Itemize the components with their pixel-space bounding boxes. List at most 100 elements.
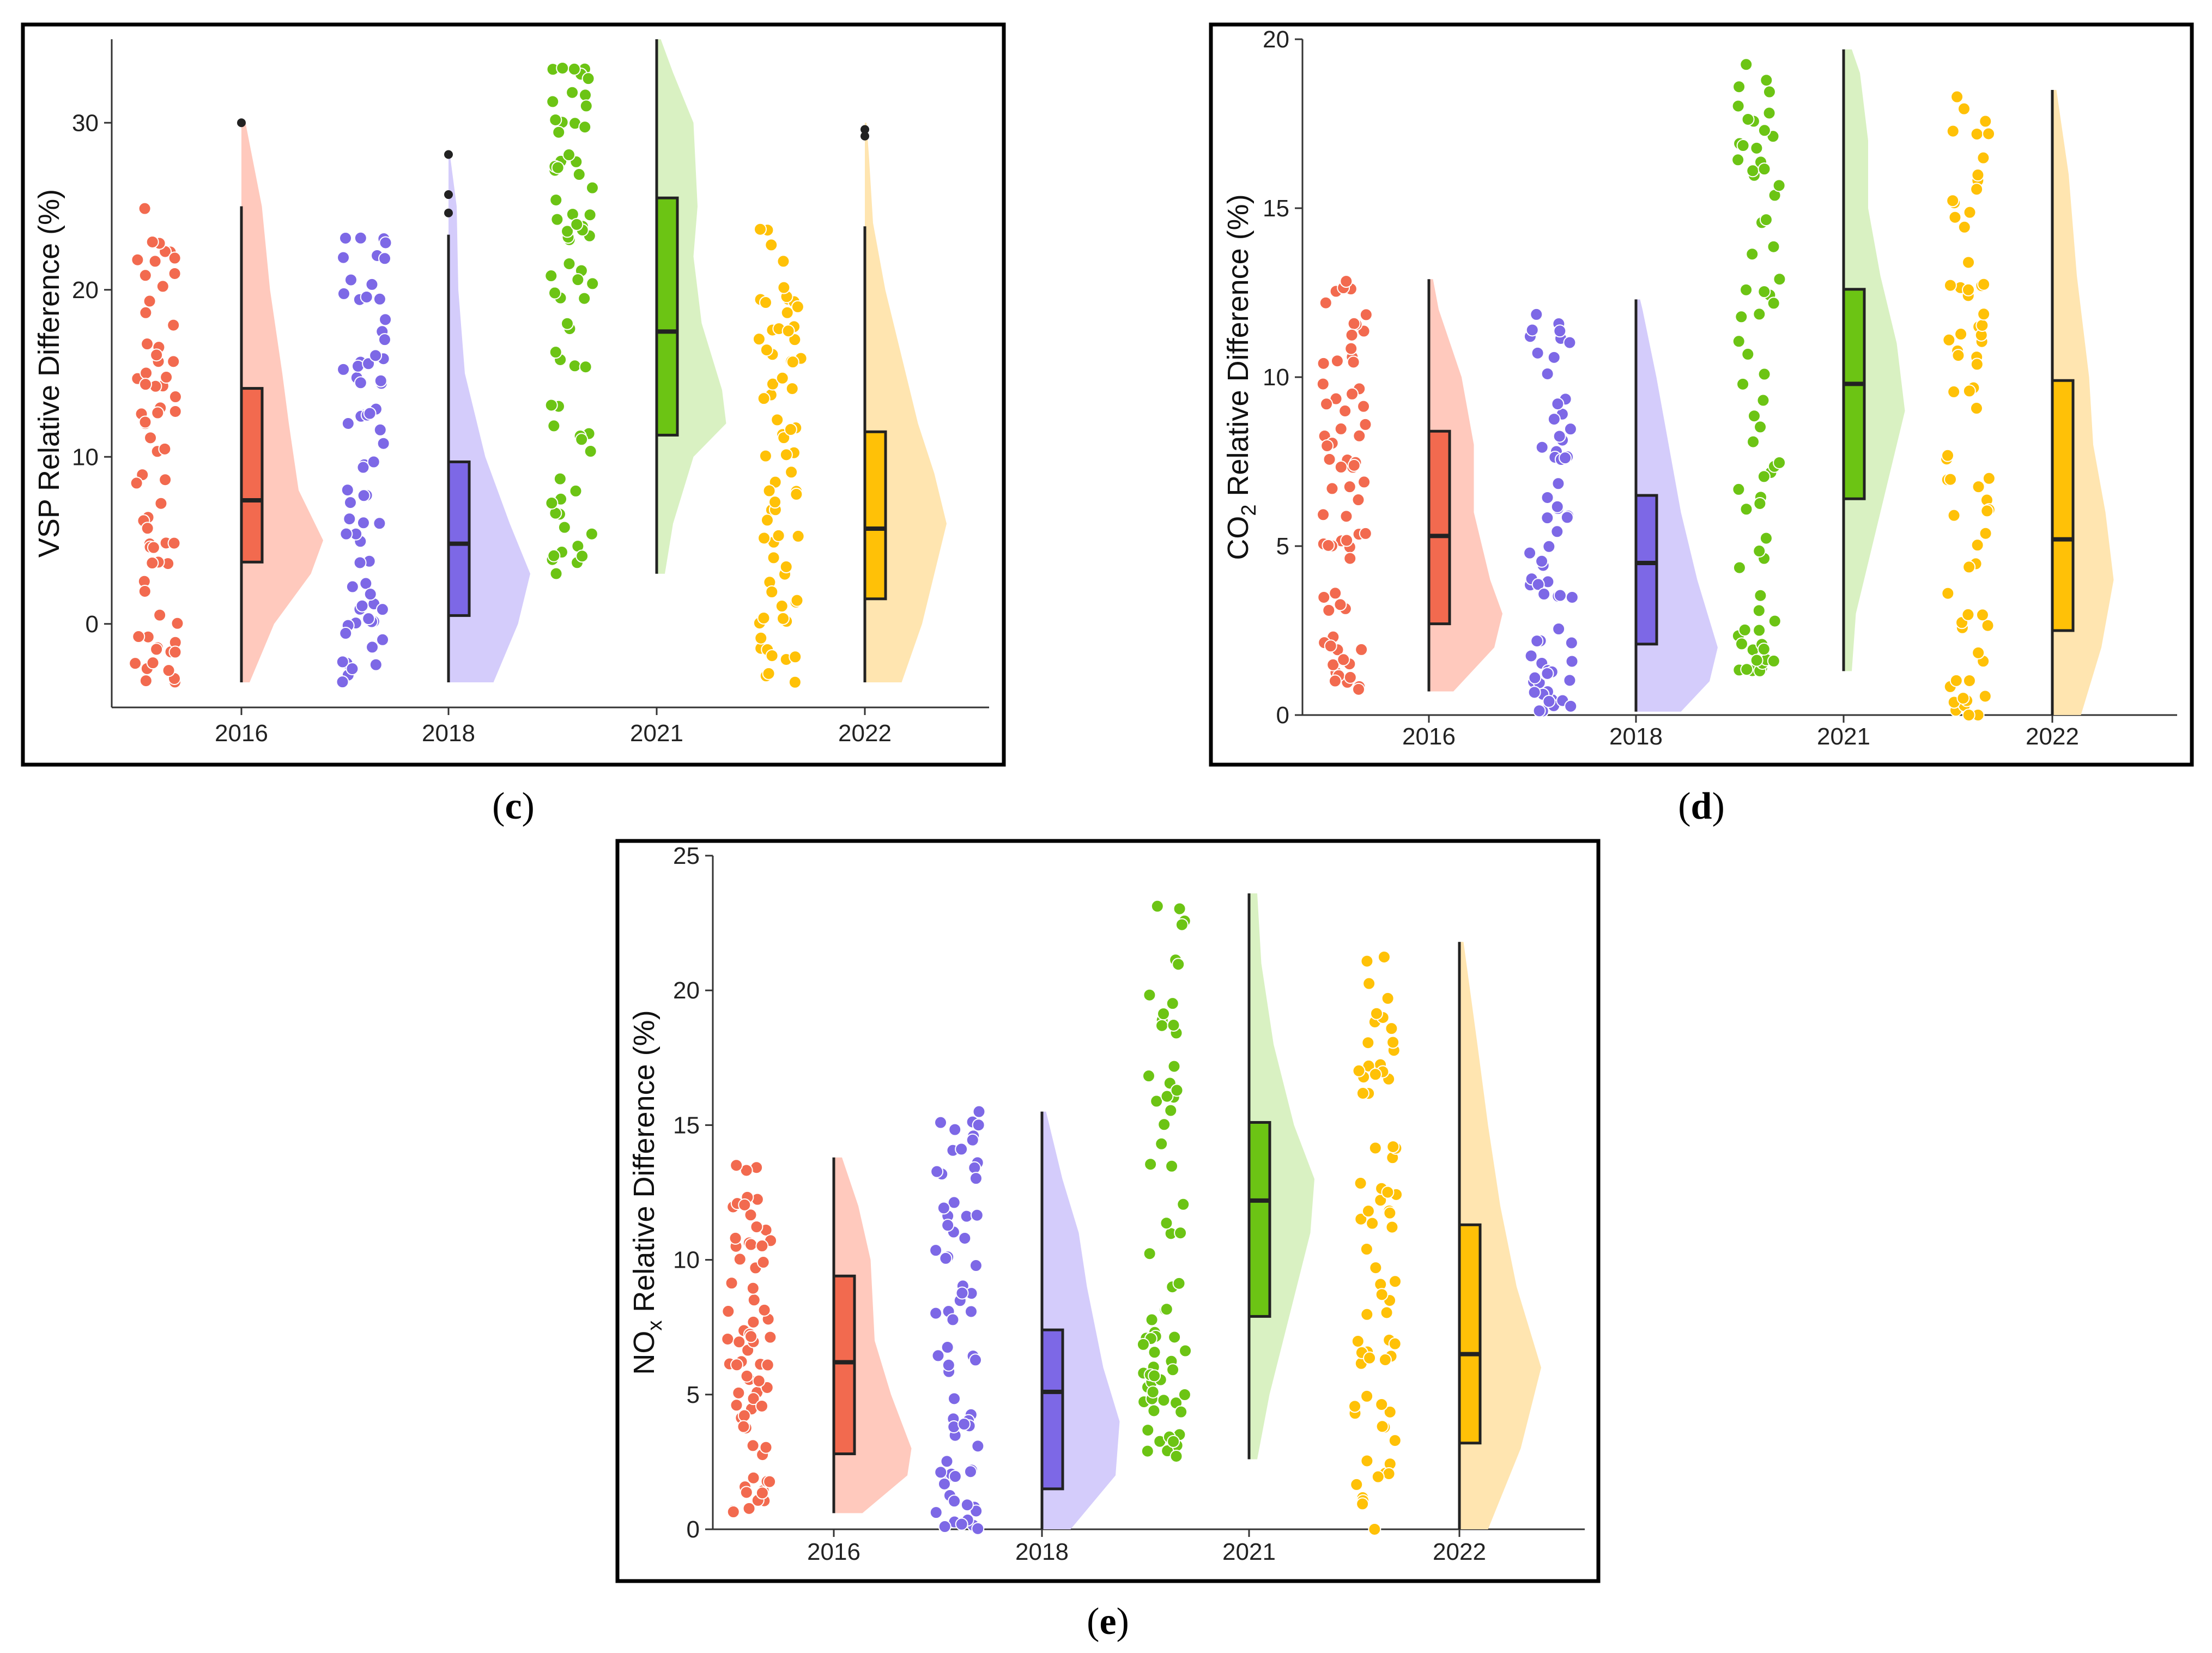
x-tick-label: 2018 bbox=[1609, 723, 1663, 750]
data-point bbox=[730, 1398, 743, 1412]
data-point bbox=[557, 520, 571, 534]
series-2022: 2022 bbox=[752, 123, 947, 747]
data-point bbox=[1375, 1288, 1389, 1301]
data-point bbox=[1952, 349, 1965, 362]
data-point bbox=[1954, 328, 1968, 341]
data-point bbox=[759, 449, 772, 463]
data-point bbox=[168, 390, 182, 404]
data-point bbox=[1334, 460, 1348, 474]
data-point bbox=[777, 281, 791, 294]
data-point bbox=[757, 392, 771, 405]
data-point bbox=[1746, 247, 1759, 261]
data-point bbox=[544, 398, 558, 412]
data-point bbox=[138, 202, 151, 215]
data-point bbox=[167, 355, 180, 368]
data-point bbox=[1147, 1404, 1161, 1418]
data-point bbox=[1978, 689, 1992, 703]
data-point bbox=[968, 1353, 982, 1367]
data-point bbox=[1164, 1104, 1178, 1117]
data-point bbox=[1146, 1385, 1160, 1399]
outlier-point bbox=[860, 131, 869, 141]
data-point bbox=[1360, 1243, 1373, 1256]
data-point bbox=[1167, 1059, 1181, 1073]
data-point bbox=[583, 208, 597, 222]
data-point bbox=[363, 588, 377, 601]
data-point bbox=[162, 664, 175, 677]
y-tick-label: 0 bbox=[1276, 702, 1289, 729]
data-point bbox=[1731, 99, 1745, 113]
box-iqr bbox=[1040, 1328, 1064, 1491]
data-point bbox=[1148, 1346, 1161, 1359]
series-2016: 2016 bbox=[129, 118, 323, 747]
box-iqr bbox=[655, 196, 679, 437]
data-point bbox=[1352, 1064, 1366, 1077]
data-point bbox=[1563, 336, 1577, 349]
data-point bbox=[750, 1220, 763, 1234]
data-point bbox=[378, 333, 391, 347]
box-iqr bbox=[1427, 429, 1451, 626]
data-point bbox=[1352, 493, 1365, 507]
data-point bbox=[356, 516, 370, 530]
data-point bbox=[791, 529, 805, 543]
data-point bbox=[356, 461, 370, 474]
data-point bbox=[1560, 511, 1574, 524]
chart-e-plot: 0 5 10 15 20 25 NOx Relative Difference (%) 201… bbox=[628, 843, 1585, 1565]
data-point bbox=[964, 1305, 978, 1318]
x-tick-label: 2018 bbox=[422, 720, 475, 747]
data-point bbox=[1319, 296, 1332, 310]
data-point bbox=[1977, 151, 1990, 165]
data-point bbox=[1970, 358, 1984, 371]
data-point bbox=[139, 674, 153, 688]
data-point bbox=[377, 437, 390, 450]
data-point bbox=[746, 1281, 760, 1295]
data-point bbox=[373, 517, 386, 530]
data-point bbox=[785, 465, 798, 479]
data-point bbox=[167, 318, 180, 332]
data-point bbox=[585, 527, 598, 541]
data-point bbox=[1383, 1206, 1397, 1220]
data-point bbox=[1747, 435, 1760, 449]
data-point bbox=[1944, 473, 1958, 486]
data-point bbox=[760, 513, 774, 527]
data-point bbox=[1947, 508, 1961, 522]
data-point bbox=[1155, 1137, 1168, 1151]
data-point bbox=[1547, 413, 1561, 426]
data-point bbox=[1385, 1022, 1398, 1036]
data-point bbox=[1759, 531, 1773, 545]
data-point bbox=[337, 362, 350, 376]
data-point bbox=[1328, 674, 1342, 688]
box-iqr bbox=[1458, 1223, 1482, 1445]
data-point bbox=[154, 496, 168, 510]
data-point bbox=[1736, 139, 1750, 153]
panel-c: 0 10 20 30 VSP Relative Difference (%) 2016 20… bbox=[21, 22, 1006, 827]
data-point bbox=[153, 608, 167, 622]
data-point bbox=[755, 1399, 769, 1413]
data-point bbox=[1551, 397, 1565, 411]
data-point bbox=[1354, 1177, 1367, 1190]
data-point bbox=[339, 231, 353, 245]
data-point bbox=[740, 1369, 754, 1383]
data-point bbox=[1338, 404, 1352, 418]
panel-d-frame bbox=[1209, 22, 2194, 767]
data-point bbox=[375, 603, 389, 616]
data-point bbox=[948, 1494, 961, 1508]
data-point bbox=[785, 382, 799, 396]
data-point bbox=[1563, 422, 1577, 436]
data-point bbox=[1136, 1337, 1150, 1351]
data-point bbox=[1754, 589, 1767, 602]
data-point bbox=[1174, 1405, 1188, 1419]
panel-d: 0 5 10 15 20 CO2 Relative Difference (%) 2016 2… bbox=[1209, 22, 2194, 827]
y-axis-label: VSP Relative Difference (%) bbox=[33, 189, 65, 558]
x-tick-label: 2022 bbox=[838, 720, 892, 747]
y-axis-label: CO2 Relative Difference (%) bbox=[1222, 194, 1260, 560]
data-point bbox=[1167, 1434, 1180, 1448]
data-point bbox=[970, 1208, 984, 1222]
data-point bbox=[958, 1231, 972, 1245]
data-point bbox=[1347, 458, 1361, 472]
data-point bbox=[146, 656, 160, 670]
data-point bbox=[1552, 622, 1566, 635]
series-2016: 2016 bbox=[721, 1157, 912, 1565]
y-tick-label: 5 bbox=[1276, 533, 1289, 560]
data-point bbox=[158, 442, 172, 456]
data-point bbox=[1178, 1388, 1191, 1402]
